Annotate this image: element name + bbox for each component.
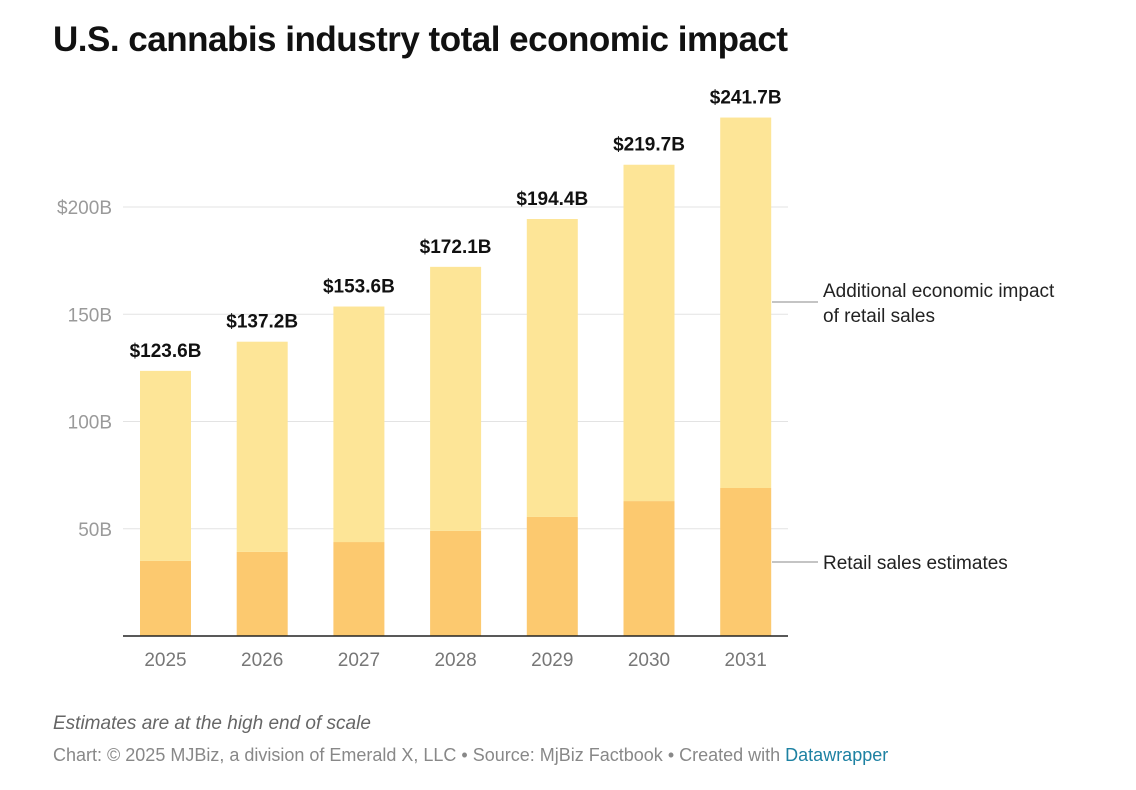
bar-additional [720, 117, 772, 488]
y-tick-label: 100B [68, 413, 112, 434]
bar-retail [623, 501, 675, 636]
total-label: $194.4B [516, 189, 588, 210]
x-tick-label: 2031 [725, 650, 767, 671]
bar-additional [236, 341, 288, 552]
x-tick-label: 2030 [628, 650, 670, 671]
legend-retail: Retail sales estimates [823, 553, 1008, 574]
x-tick-label: 2026 [241, 650, 283, 671]
bar-retail [720, 487, 772, 636]
y-tick-label: $200B [57, 198, 112, 219]
bar-retail [526, 516, 578, 636]
bar-retail [140, 560, 191, 636]
bar-additional [430, 266, 482, 531]
bar-additional [140, 370, 191, 561]
x-tick-label: 2029 [531, 650, 573, 671]
bar-additional [333, 306, 385, 543]
total-label: $219.7B [613, 135, 685, 156]
bar-retail [333, 542, 385, 636]
legend-additional-line1: Additional economic impact [823, 281, 1055, 302]
total-label: $153.6B [323, 277, 395, 298]
x-tick-label: 2028 [434, 650, 476, 671]
y-tick-label: 150B [68, 305, 112, 326]
total-label: $137.2B [226, 312, 298, 333]
total-label: $172.1B [420, 237, 492, 258]
total-label: $241.7B [710, 88, 782, 109]
credit-text: Chart: © 2025 MJBiz, a division of Emera… [53, 745, 786, 765]
chart-title: U.S. cannabis industry total economic im… [53, 20, 788, 59]
bar-additional [623, 164, 675, 502]
x-tick-label: 2027 [338, 650, 380, 671]
bar-additional [526, 219, 578, 517]
x-tick-label: 2025 [144, 650, 186, 671]
bar-retail [236, 551, 288, 636]
chart-credit: Chart: © 2025 MJBiz, a division of Emera… [53, 745, 888, 766]
chart-note: Estimates are at the high end of scale [53, 713, 371, 734]
y-tick-label: 50B [78, 520, 112, 541]
total-label: $123.6B [130, 341, 202, 362]
legend-additional-line2: of retail sales [823, 306, 935, 327]
bar-retail [430, 530, 482, 636]
datawrapper-link[interactable]: Datawrapper [785, 745, 889, 765]
stacked-bar-chart: 50B 100B 150B $200B $123.6B 2025 $137.2B 2026 $1… [57, 88, 1055, 671]
